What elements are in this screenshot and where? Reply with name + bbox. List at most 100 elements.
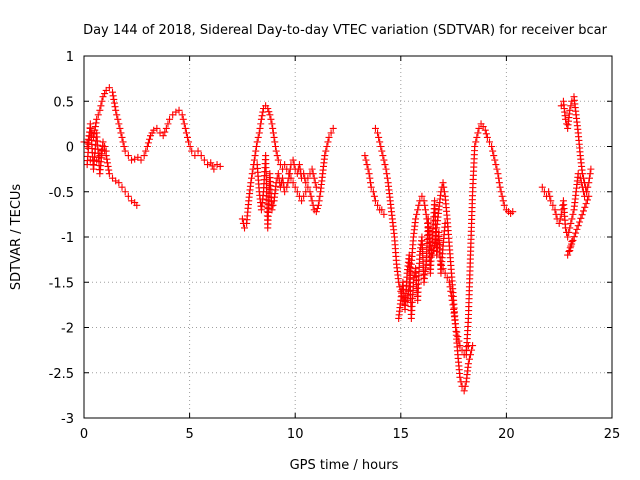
data-point (110, 99, 118, 107)
data-point (472, 138, 480, 146)
data-point (179, 115, 187, 123)
x-tick-label: 5 (185, 427, 193, 442)
data-point (101, 90, 109, 98)
data-point (175, 106, 183, 114)
data-point (578, 170, 586, 178)
data-point (96, 106, 104, 114)
data-point (568, 215, 576, 223)
y-tick-label: -1.5 (49, 276, 74, 291)
data-point (251, 152, 259, 160)
data-point (545, 188, 553, 196)
data-point (115, 120, 123, 128)
data-point (572, 229, 580, 237)
data-point (119, 138, 127, 146)
data-point (361, 152, 369, 160)
data-point (259, 108, 267, 116)
data-point (309, 170, 317, 178)
data-point (267, 115, 275, 123)
data-point (495, 174, 503, 182)
data-point (216, 162, 224, 170)
data-point (499, 197, 507, 205)
data-point (440, 188, 448, 196)
data-point (420, 197, 428, 205)
data-point (371, 124, 379, 132)
data-point (312, 208, 320, 216)
x-tick-label: 15 (393, 427, 410, 442)
data-point (329, 124, 337, 132)
data-point (191, 152, 199, 160)
data-point (574, 222, 582, 230)
data-point (581, 203, 589, 211)
y-tick-label: 0 (66, 141, 74, 156)
data-point (380, 156, 388, 164)
data-point (269, 124, 277, 132)
y-tick-label: -2.5 (49, 367, 74, 382)
data-point (131, 155, 139, 163)
data-point (145, 135, 153, 143)
data-point (585, 174, 593, 182)
data-point (573, 225, 581, 233)
data-point (323, 143, 331, 150)
chart-title: Day 144 of 2018, Sidereal Day-to-day VTE… (83, 23, 607, 38)
data-point (306, 188, 314, 196)
data-point (112, 106, 120, 114)
data-point (448, 296, 456, 304)
data-point (252, 147, 260, 155)
data-point (98, 97, 106, 105)
data-point (137, 156, 145, 164)
data-point (133, 201, 141, 209)
x-tick-label: 10 (287, 427, 304, 442)
data-point (188, 147, 196, 155)
data-point (255, 129, 263, 137)
data-point (581, 179, 589, 187)
data-point (304, 183, 312, 191)
data-point (367, 183, 375, 191)
data-point (307, 192, 315, 200)
data-point (213, 161, 221, 169)
data-point (495, 179, 503, 187)
y-tick-label: -0.5 (49, 186, 74, 201)
y-tick-label: 0.5 (53, 95, 74, 110)
y-tick-label: -1 (61, 231, 74, 246)
data-point (565, 228, 573, 236)
data-point (456, 373, 464, 381)
x-tick-label: 25 (604, 427, 621, 442)
data-point (258, 112, 266, 120)
data-point (117, 129, 125, 137)
data-point (257, 120, 265, 128)
data-point (128, 156, 136, 164)
data-point (441, 269, 449, 277)
data-point (412, 215, 420, 223)
data-point (271, 143, 279, 150)
data-point (452, 324, 460, 331)
data-point (378, 206, 386, 214)
data-point (248, 170, 256, 178)
data-point (376, 138, 384, 146)
data-point (486, 138, 494, 146)
data-point (300, 192, 308, 200)
data-point (464, 342, 472, 350)
data-point (411, 269, 419, 277)
data-point (101, 143, 109, 150)
data-point (161, 128, 169, 136)
data-point (93, 115, 101, 123)
data-point (115, 179, 123, 187)
data-point (200, 156, 208, 164)
data-point (182, 129, 190, 137)
data-point (181, 124, 189, 132)
y-tick-label: -2 (61, 322, 74, 337)
data-point (587, 165, 595, 173)
data-point (415, 201, 423, 209)
data-point (566, 224, 574, 232)
data-point (207, 159, 215, 167)
data-point (103, 155, 111, 163)
data-point (105, 84, 113, 92)
data-point (304, 174, 312, 182)
data-point (474, 129, 482, 137)
data-point (374, 201, 382, 209)
data-point (238, 215, 246, 223)
data-point (298, 197, 306, 205)
data-point (447, 292, 455, 300)
data-point (266, 111, 274, 119)
data-point (547, 197, 555, 205)
